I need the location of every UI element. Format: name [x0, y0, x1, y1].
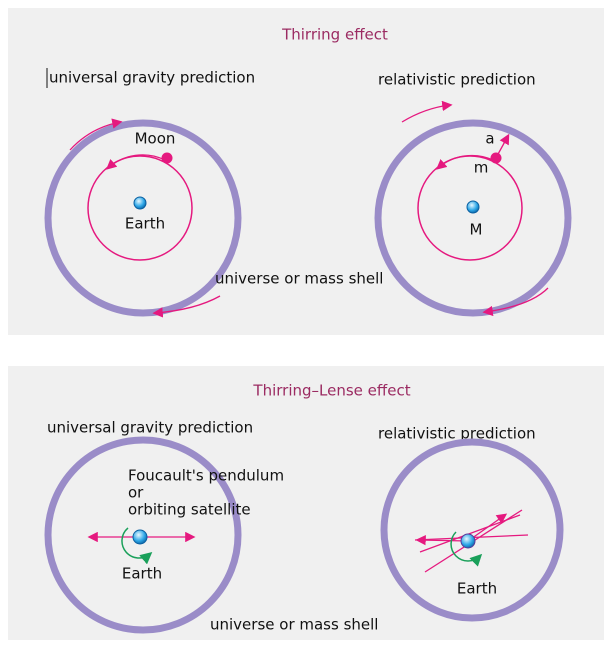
label: Foucault's pendulum — [128, 467, 284, 485]
label: universe or mass shell — [210, 616, 378, 634]
earth — [134, 197, 146, 209]
label: or — [128, 484, 144, 502]
caption: relativistic prediction — [378, 71, 536, 89]
moon — [162, 153, 173, 164]
panel-title: Thirring–Lense effect — [252, 382, 410, 400]
label: m — [474, 159, 489, 177]
panel-title: Thirring effect — [281, 26, 388, 44]
earth — [461, 534, 475, 548]
label: Earth — [122, 565, 162, 583]
label: M — [470, 221, 483, 239]
label: Earth — [125, 215, 165, 233]
central-mass — [467, 201, 479, 213]
label: orbiting satellite — [128, 501, 251, 519]
mass — [491, 153, 502, 164]
label: Earth — [457, 580, 497, 598]
label: universe or mass shell — [215, 270, 383, 288]
label: a — [485, 130, 494, 148]
label: Moon — [135, 130, 176, 148]
caption: universal gravity prediction — [49, 69, 255, 87]
earth — [133, 530, 147, 544]
caption: universal gravity prediction — [47, 419, 253, 437]
diagram: Thirring effect universal gravity predic… — [0, 0, 609, 650]
panel — [8, 366, 604, 640]
